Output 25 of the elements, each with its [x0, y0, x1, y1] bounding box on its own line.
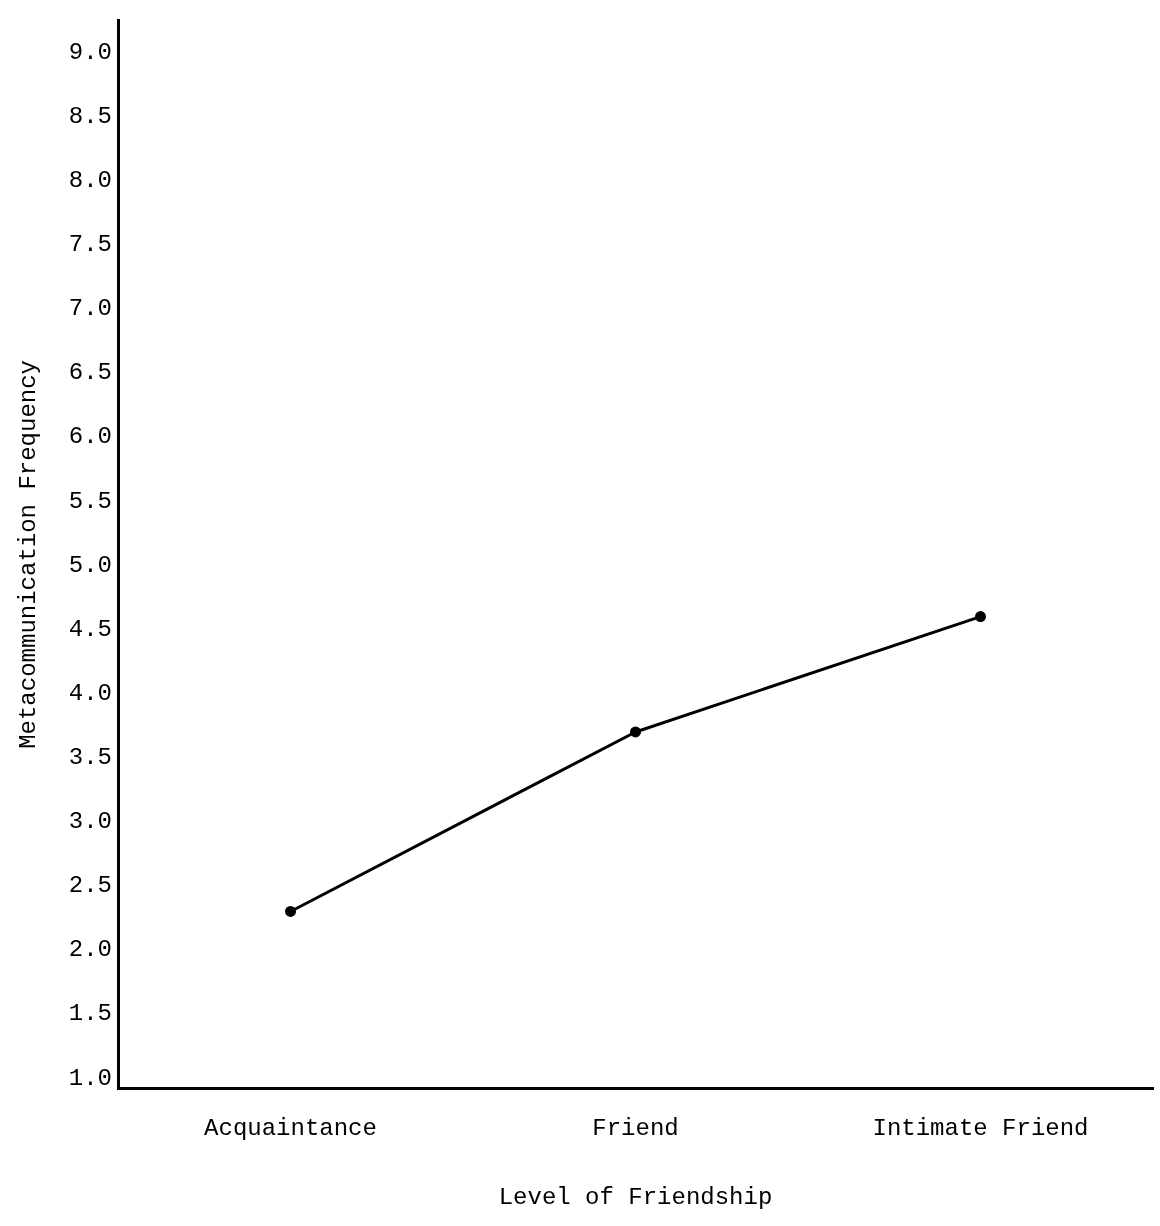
- y-tick-label: 1.0: [68, 1064, 113, 1092]
- x-tick-label: Intimate Friend: [872, 1115, 1089, 1143]
- y-tick-label: 7.0: [68, 295, 113, 323]
- y-tick-label: 8.5: [68, 102, 113, 130]
- y-tick-label: 6.5: [68, 359, 113, 387]
- y-tick-label: 9.0: [68, 38, 113, 66]
- y-axis-title: Metacommunication Frequency: [14, 359, 42, 749]
- y-tick-label: 4.0: [68, 679, 113, 707]
- y-tick-label: 7.5: [68, 231, 113, 259]
- x-axis-title: Level of Friendship: [498, 1183, 773, 1211]
- y-tick-label: 2.0: [68, 936, 113, 964]
- y-tick-label: 2.5: [68, 872, 113, 900]
- y-tick-label: 4.5: [68, 615, 113, 643]
- y-tick-label: 6.0: [68, 423, 113, 451]
- y-tick-label: 8.0: [68, 167, 113, 195]
- x-tick-label: Friend: [592, 1115, 679, 1143]
- point: [630, 726, 641, 738]
- y-tick-label: 3.5: [68, 743, 113, 771]
- y-tick-label: 3.0: [68, 808, 113, 836]
- point: [975, 611, 986, 623]
- y-tick-label: 5.0: [68, 551, 113, 579]
- y-tick-label: 1.5: [68, 1000, 113, 1028]
- x-tick-label: Acquaintance: [204, 1115, 377, 1143]
- point: [285, 905, 297, 917]
- y-tick-label: 5.5: [68, 487, 113, 515]
